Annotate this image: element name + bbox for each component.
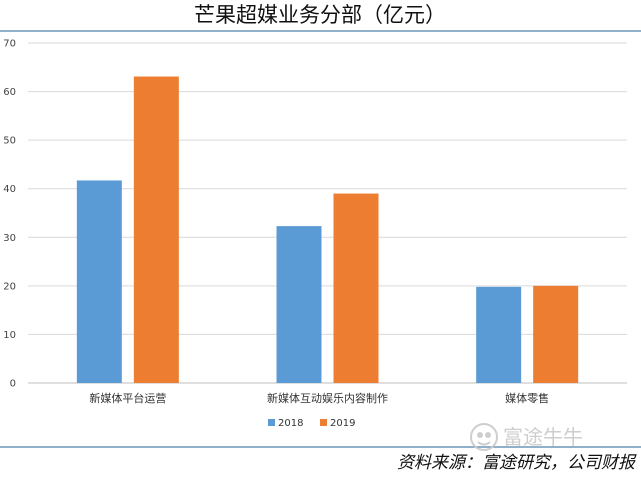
y-tick-label: 60 <box>3 87 16 98</box>
y-axis-ticks: 0 10 20 30 40 50 60 70 <box>3 39 16 390</box>
y-tick-label: 30 <box>3 233 16 244</box>
x-category-label: 媒体零售 <box>505 391 549 405</box>
y-tick-label: 50 <box>3 136 16 147</box>
bar-2018-1 <box>76 180 122 383</box>
x-category-label: 新媒体平台运营 <box>89 391 166 405</box>
y-tick-label: 20 <box>3 281 16 292</box>
legend-label-2019: 2019 <box>330 418 355 429</box>
legend-label-2018: 2018 <box>278 418 303 429</box>
y-tick-label: 70 <box>3 39 16 50</box>
x-category-label: 新媒体互动娱乐内容制作 <box>267 391 388 405</box>
legend-swatch-2018 <box>268 419 275 426</box>
watermark: 富途牛牛 <box>470 423 583 451</box>
y-tick-label: 10 <box>3 330 16 341</box>
futu-logo-icon <box>470 423 498 451</box>
bars <box>76 76 579 383</box>
x-axis-categories: 新媒体平台运营 新媒体互动娱乐内容制作 媒体零售 <box>89 391 549 405</box>
watermark-text: 富途牛牛 <box>503 425 583 449</box>
legend: 2018 2019 <box>268 418 355 429</box>
y-tick-label: 0 <box>10 379 16 390</box>
bar-2018-2 <box>276 226 322 383</box>
y-tick-label: 40 <box>3 184 16 195</box>
source-note: 资料来源：富途研究，公司财报 <box>397 453 637 473</box>
chart-title: 芒果超媒业务分部（亿元） <box>194 3 446 27</box>
gridlines <box>28 42 627 384</box>
bar-2018-3 <box>476 286 522 383</box>
bar-2019-2 <box>333 193 379 383</box>
bar-2019-1 <box>133 76 179 383</box>
legend-swatch-2019 <box>320 419 327 426</box>
bar-2019-3 <box>533 285 579 383</box>
